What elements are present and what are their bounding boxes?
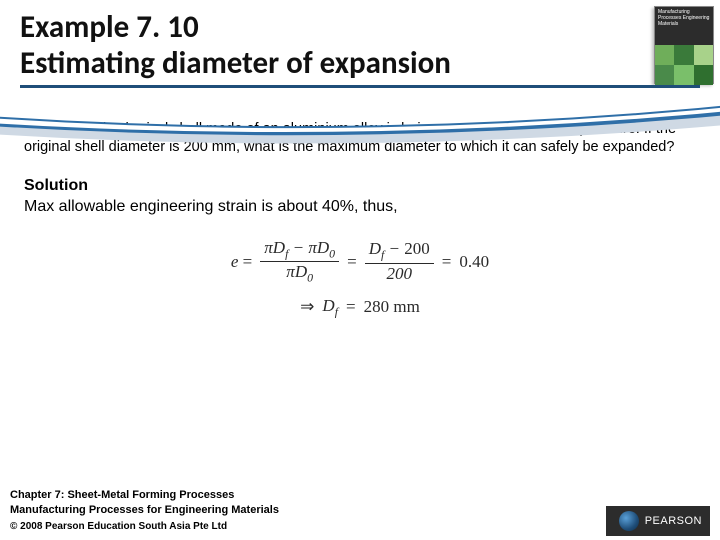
title-line-2: Estimating diameter of expansion	[20, 46, 700, 82]
eq-frac2-num: Df − 200	[365, 239, 434, 262]
slide-footer: Chapter 7: Sheet-Metal Forming Processes…	[10, 488, 710, 532]
slide-header: Example 7. 10 Estimating diameter of exp…	[0, 0, 720, 94]
eq-equals-3: =	[346, 297, 356, 317]
eq-rhs-val: 0.40	[459, 252, 489, 272]
footer-copyright: © 2008 Pearson Education South Asia Pte …	[10, 521, 710, 532]
eq-equals-1: =	[347, 252, 357, 272]
eq-equals-2: =	[442, 252, 452, 272]
eq-frac-1: πDf − πD0 πD0	[260, 238, 339, 286]
equation-block: e = πDf − πD0 πD0 = Df − 200 200 = 0.40 …	[0, 218, 720, 319]
equation-row-2: ⇒ Df = 280 mm	[0, 296, 720, 319]
eq-lhs: e =	[231, 252, 252, 272]
title-underline	[20, 85, 700, 88]
eq-frac1-den: πD0	[282, 262, 317, 285]
eq-result-val: 280 mm	[364, 297, 420, 317]
equation-row-1: e = πDf − πD0 πD0 = Df − 200 200 = 0.40	[0, 238, 720, 286]
eq-result-var: Df	[322, 296, 338, 319]
footer-chapter: Chapter 7: Sheet-Metal Forming Processes	[10, 488, 710, 502]
eq-frac2-den: 200	[382, 264, 416, 284]
eq-frac-2: Df − 200 200	[365, 239, 434, 283]
eq-implies: ⇒	[300, 297, 314, 317]
solution-label: Solution	[24, 177, 88, 194]
eq-frac1-num: πDf − πD0	[260, 238, 339, 261]
footer-book: Manufacturing Processes for Engineering …	[10, 503, 710, 517]
title-line-1: Example 7. 10	[20, 10, 700, 46]
pearson-swirl-icon	[619, 511, 639, 531]
solution-text: Max allowable engineering strain is abou…	[24, 198, 398, 215]
solution-block: Solution Max allowable engineering strai…	[0, 157, 720, 218]
pearson-logo: PEARSON	[606, 506, 710, 536]
pearson-logo-text: PEARSON	[645, 515, 702, 527]
